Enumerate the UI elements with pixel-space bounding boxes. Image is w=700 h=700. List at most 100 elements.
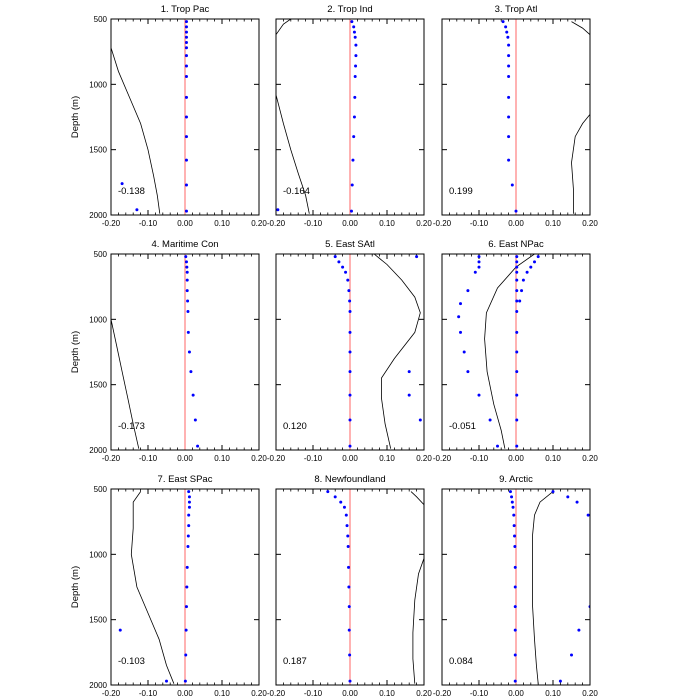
y-axis-label: Depth (m) xyxy=(70,566,81,608)
data-point xyxy=(184,20,188,24)
panel-frame xyxy=(275,18,425,216)
data-point xyxy=(477,255,481,259)
data-point xyxy=(515,265,519,269)
data-point xyxy=(349,209,353,213)
panel-title: 6. East NPac xyxy=(488,239,544,250)
data-point xyxy=(507,64,511,68)
data-point xyxy=(518,299,522,303)
data-point xyxy=(507,135,511,139)
data-point xyxy=(352,30,356,34)
panel-5: 5. East SAtl -0.20 -0.10 0.00 0.10 0.20 0.120 xyxy=(267,239,432,463)
data-point xyxy=(165,679,168,683)
correlation-value: -0.173 xyxy=(118,421,145,432)
data-point xyxy=(513,565,517,569)
data-point xyxy=(350,183,354,187)
data-point xyxy=(457,315,461,319)
data-point xyxy=(513,585,517,589)
data-point xyxy=(186,544,190,548)
x-tick-label: -0.20 xyxy=(267,454,286,463)
data-point xyxy=(459,330,462,334)
data-point xyxy=(477,393,481,397)
data-point xyxy=(184,260,188,264)
panel-frame xyxy=(441,18,591,216)
data-point xyxy=(354,64,358,68)
data-point xyxy=(513,679,517,683)
x-tick-label: -0.20 xyxy=(267,689,286,698)
data-point xyxy=(515,289,519,293)
data-point xyxy=(570,653,573,657)
x-tick-label: 0.00 xyxy=(342,689,358,698)
data-point xyxy=(348,299,352,303)
profile-line xyxy=(532,491,554,684)
data-point xyxy=(184,54,188,58)
panel-title: 8. Newfoundland xyxy=(314,474,385,485)
x-tick-label: 0.00 xyxy=(342,454,358,463)
data-point xyxy=(415,255,419,259)
data-point xyxy=(575,500,579,504)
data-point xyxy=(184,653,188,657)
data-point xyxy=(459,302,462,306)
data-point xyxy=(515,418,519,422)
data-point xyxy=(515,330,519,334)
x-tick-label: 0.10 xyxy=(214,454,230,463)
data-point xyxy=(510,500,514,504)
data-point xyxy=(506,35,510,39)
data-point xyxy=(529,265,533,269)
data-point xyxy=(488,418,492,422)
data-point xyxy=(513,544,517,548)
data-point xyxy=(515,278,519,282)
data-point xyxy=(347,289,351,293)
y-tick-label: 1500 xyxy=(89,381,107,390)
panel-frame xyxy=(441,253,591,451)
data-point xyxy=(515,393,519,397)
data-point xyxy=(347,565,351,569)
correlation-value: -0.138 xyxy=(118,186,145,197)
data-point xyxy=(187,350,191,354)
y-tick-label: 1000 xyxy=(89,550,107,559)
data-point xyxy=(184,255,188,259)
y-tick-label: 2000 xyxy=(89,211,107,220)
data-point xyxy=(191,393,195,397)
correlation-value: 0.084 xyxy=(449,656,473,667)
data-point xyxy=(510,183,514,187)
data-point xyxy=(536,255,540,259)
data-point xyxy=(515,444,519,448)
x-tick-label: -0.20 xyxy=(267,219,286,228)
data-point xyxy=(184,95,188,99)
data-point xyxy=(466,370,470,374)
profile-line xyxy=(111,47,161,214)
panel-frame xyxy=(110,488,260,686)
data-point xyxy=(512,524,516,528)
panel-title: 1. Trop Pac xyxy=(161,4,210,15)
data-point xyxy=(186,299,190,303)
y-tick-label: 1000 xyxy=(89,315,107,324)
x-tick-label: 0.00 xyxy=(508,219,524,228)
x-tick-label: 0.10 xyxy=(379,219,395,228)
data-point xyxy=(184,74,188,78)
data-point xyxy=(515,350,519,354)
x-tick-label: -0.10 xyxy=(470,454,489,463)
x-tick-label: -0.20 xyxy=(433,689,452,698)
x-tick-label: -0.20 xyxy=(433,219,452,228)
data-point xyxy=(344,270,348,274)
data-point xyxy=(350,20,354,24)
x-tick-label: -0.20 xyxy=(102,454,121,463)
panel-9: 9. Arctic -0.20 -0.10 0.00 0.10 0.20 0.084 xyxy=(433,474,598,698)
data-point xyxy=(337,260,341,264)
x-tick-label: -0.10 xyxy=(304,454,323,463)
y-tick-label: 1500 xyxy=(89,146,107,155)
panel-title: 3. Trop Atl xyxy=(495,4,538,15)
data-point xyxy=(353,95,357,99)
data-point xyxy=(184,35,188,39)
data-point xyxy=(352,135,356,139)
data-point xyxy=(348,653,352,657)
data-point xyxy=(507,43,511,47)
x-tick-label: 0.20 xyxy=(582,219,598,228)
x-tick-label: 0.00 xyxy=(342,219,358,228)
data-point xyxy=(504,25,508,29)
data-point xyxy=(348,370,352,374)
panel-4: 4. Maritime Con -0.20 -0.10 0.00 0.10 0.20 500… xyxy=(70,239,267,463)
x-tick-label: 0.20 xyxy=(251,689,267,698)
x-tick-label: 0.10 xyxy=(545,689,561,698)
